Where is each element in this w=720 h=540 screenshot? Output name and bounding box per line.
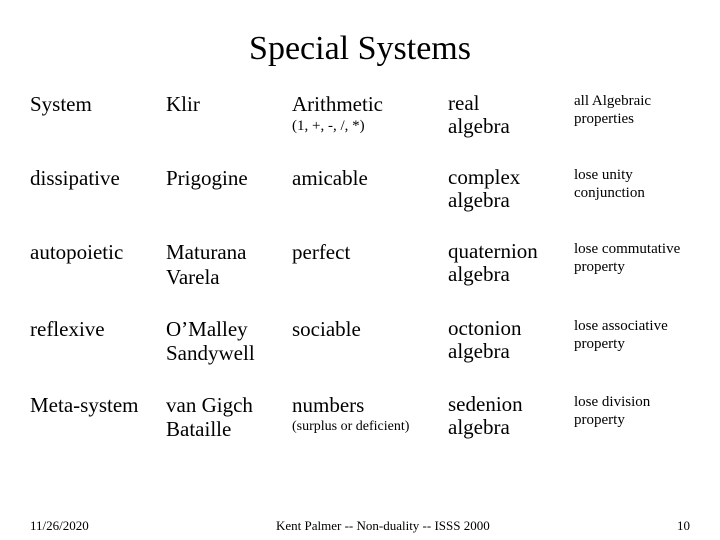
cell-col1: autopoietic (30, 240, 160, 264)
cell-col4-l1: real (448, 91, 479, 115)
cell-col4-l2: algebra (448, 114, 510, 138)
cell-col3-sub: (surplus or deficient) (292, 419, 442, 435)
cell-col4-l2: algebra (448, 188, 510, 212)
cell-col1: System (30, 92, 160, 116)
cell-col3-main: Arithmetic (292, 92, 383, 116)
cell-col4: octonion algebra (448, 317, 568, 363)
cell-col3-main: amicable (292, 166, 368, 190)
cell-col4-l1: octonion (448, 316, 522, 340)
slide: Special Systems System Klir Arithmetic (… (0, 0, 720, 540)
cell-col1: Meta-system (30, 393, 160, 417)
cell-col2: Maturana Varela (166, 240, 286, 288)
cell-col4: quaternion algebra (448, 240, 568, 286)
slide-title: Special Systems (30, 30, 690, 68)
cell-col3: Arithmetic (1, +, -, /, *) (292, 92, 442, 135)
content-grid: System Klir Arithmetic (1, +, -, /, *) r… (30, 92, 690, 441)
cell-col3: numbers (surplus or deficient) (292, 393, 442, 435)
cell-col5: lose unity conjunction (574, 166, 704, 202)
slide-footer: 11/26/2020 Kent Palmer -- Non-duality --… (30, 518, 690, 534)
cell-col3-main: numbers (292, 393, 364, 417)
footer-date: 11/26/2020 (30, 518, 89, 534)
cell-col3-sub: (1, +, -, /, *) (292, 118, 442, 135)
cell-col1: dissipative (30, 166, 160, 190)
cell-col3: sociable (292, 317, 442, 341)
cell-col2: Klir (166, 92, 286, 116)
cell-col4-l2: algebra (448, 339, 510, 363)
cell-col2: O’Malley Sandywell (166, 317, 286, 365)
cell-col3-main: sociable (292, 317, 361, 341)
cell-col4-l1: complex (448, 165, 520, 189)
cell-col4-l1: quaternion (448, 239, 538, 263)
cell-col3-main: perfect (292, 240, 350, 264)
footer-center: Kent Palmer -- Non-duality -- ISSS 2000 (89, 518, 677, 534)
cell-col2: van Gigch Bataille (166, 393, 286, 441)
cell-col3: perfect (292, 240, 442, 264)
cell-col4: real algebra (448, 92, 568, 138)
cell-col3: amicable (292, 166, 442, 190)
footer-page: 10 (677, 518, 690, 534)
cell-col1: reflexive (30, 317, 160, 341)
cell-col4: complex algebra (448, 166, 568, 212)
cell-col4: sedenion algebra (448, 393, 568, 439)
cell-col5: lose commutative property (574, 240, 704, 276)
cell-col4-l2: algebra (448, 262, 510, 286)
cell-col5: lose associative property (574, 317, 704, 353)
cell-col2: Prigogine (166, 166, 286, 190)
cell-col5: all Algebraic properties (574, 92, 704, 128)
cell-col5: lose division property (574, 393, 704, 429)
cell-col4-l1: sedenion (448, 392, 523, 416)
cell-col4-l2: algebra (448, 415, 510, 439)
